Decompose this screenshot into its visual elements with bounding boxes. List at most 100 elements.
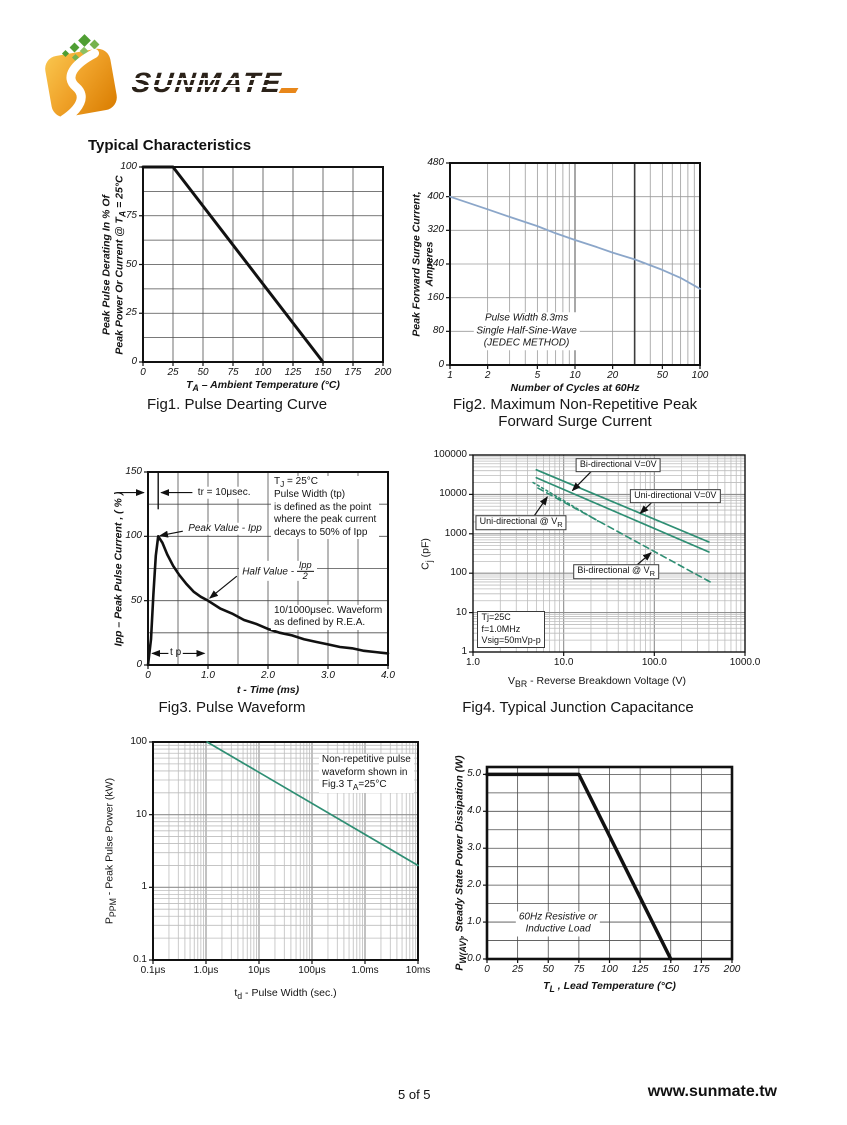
fig3-caption: Fig3. Pulse Waveform [158, 699, 306, 716]
fig3-rea-note: 10/1000μsec. Waveform as defined by R.E.A… [271, 604, 386, 630]
fig2-caption: Fig2. Maximum Non-Repetitive Peak Forward… [452, 396, 698, 430]
fig3-x-tick-label: 3.0 [321, 670, 335, 681]
fig3-x-tick-label: 0 [145, 670, 151, 681]
fig4-conditions-note: Tj=25C f=1.0MHz Vsig=50mVp-p [477, 610, 545, 649]
fig3-y-tick-label: 0 [136, 658, 142, 670]
fig6-chart [483, 765, 734, 963]
fig1-y-tick-label: 75 [125, 209, 137, 221]
fig6-power-dissipation [485, 772, 673, 961]
logo-s-swoosh-icon [59, 48, 100, 120]
fig5-y-axis-title: PPPM - Peak Pulse Power (kW) [103, 777, 118, 925]
fig5-x-tick-label: 0.1μs [140, 965, 166, 976]
brand-logo: SUNMATE [43, 34, 314, 122]
fig4-uni-directional-v0 [535, 476, 710, 553]
wordmark-stripe [130, 85, 308, 87]
fig1-y-tick-label: 0 [131, 355, 137, 367]
fig6-x-tick-label: 175 [693, 964, 710, 975]
fig2-y-tick-label: 160 [427, 291, 444, 303]
fig4-x-tick-label: 1000.0 [729, 657, 761, 668]
fig6-x-tick-label: 75 [573, 964, 585, 975]
fig1-x-tick-label: 25 [167, 367, 179, 378]
fig2-y-tick-label: 400 [427, 190, 444, 202]
fig6-x-tick-label: 125 [631, 964, 649, 975]
fig6-x-axis-title: TL , Lead Temperature (°C) [543, 980, 676, 995]
fig2-x-tick-label: 20 [607, 370, 619, 381]
fig4-y-tick-label: 100 [450, 566, 467, 578]
fig3-tp-label: t p [170, 647, 182, 659]
fig3-y-tick-label: 150 [125, 465, 142, 477]
fig4-y-tick-label: 1000 [444, 527, 467, 539]
fig5-x-tick-label: 100μs [298, 965, 326, 976]
fig6-x-tick-label: 0 [484, 964, 490, 975]
brand-name: SUNMATE [130, 67, 285, 98]
fig4-y-tick-label: 1 [461, 645, 467, 657]
fig1-y-axis-title: Peak Pulse Derating In % Of Peak Power Or… [100, 174, 128, 355]
fig2-x-tick-label: 10 [569, 370, 581, 381]
fig2-x-tick-label: 2 [484, 370, 491, 381]
fig6-y-tick-label: 4.0 [467, 805, 481, 817]
fig3-tj-note: TJ = 25°C Pulse Width (tp) is defined as t… [271, 475, 380, 540]
fig2-y-axis-title: Peak Forward Surge Current, Amperes [410, 191, 435, 337]
fig2-x-tick-label: 50 [656, 370, 668, 381]
fig1-x-tick-label: 125 [284, 367, 302, 378]
fig3-y-tick-label: 100 [125, 530, 142, 542]
fig2-x-tick-label: 5 [534, 370, 541, 381]
website-link: www.sunmate.tw [647, 1083, 777, 1100]
fig6-x-tick-label: 100 [601, 964, 618, 975]
fig4-x-tick-label: 10.0 [553, 657, 574, 668]
fig6-y-tick-label: 5.0 [467, 768, 481, 780]
fig1-x-tick-label: 200 [374, 367, 392, 378]
fig5-x-tick-label: 10ms [405, 965, 431, 976]
fig1-x-tick-label: 100 [254, 367, 272, 378]
fig5-peak-pulse-power [206, 741, 419, 867]
fig1-caption: Fig1. Pulse Dearting Curve [146, 396, 328, 413]
sparkle-icon [78, 34, 91, 47]
fig4-bi-directional-v0 [535, 468, 710, 543]
fig5-x-tick-label: 1.0μs [193, 965, 219, 976]
fig6-load-note: 60Hz Resistive or Inductive Load [515, 911, 601, 937]
fig6-x-tick-label: 150 [662, 964, 680, 975]
fig4-y-tick-label: 100000 [433, 448, 467, 460]
fig6-x-tick-label: 50 [542, 964, 554, 975]
page-number: 5 of 5 [398, 1087, 431, 1102]
fig3-x-tick-label: 1.0 [201, 670, 215, 681]
fig4-bi-vr-label: Bi-directional @ VR [573, 563, 660, 580]
fig5-x-axis-title: td - Pulse Width (sec.) [234, 987, 337, 1002]
fig2-pulse-width-note: Pulse Width 8.3ms Single Half-Sine-Wave (J… [473, 312, 580, 351]
fig4-uni-directional-vr [532, 481, 599, 522]
fig1-x-tick-label: 150 [314, 367, 332, 378]
fig5-y-tick-label: 0.1 [133, 953, 147, 965]
fig1-chart [139, 165, 384, 366]
fig6-y-axis-title: PW(AV), Steady State Power Dissipation (… [453, 755, 468, 971]
fig4-uni-v0-label: Uni-directional V=0V [630, 489, 721, 504]
fig2-y-tick-label: 320 [427, 224, 444, 236]
fig6-y-tick-label: 3.0 [467, 841, 481, 853]
fig2-x-tick-label: 100 [691, 370, 709, 381]
fig1-x-axis-title: TA – Ambient Temperature (°C) [186, 379, 340, 394]
fig5-non-repetitive-note: Non-repetitive pulse waveform shown in Fig… [318, 754, 414, 793]
fig2-x-tick-label: 1 [447, 370, 453, 381]
fig1-x-tick-label: 175 [344, 367, 362, 378]
fig4-x-tick-label: 1.0 [466, 657, 480, 668]
fig2-chart [446, 162, 701, 369]
fig1-x-tick-label: 50 [197, 367, 209, 378]
fig1-derating-line [141, 165, 325, 364]
fig6-y-tick-label: 1.0 [467, 915, 481, 927]
fig3-y-axis-title: Ipp – Peak Pulse Current , ( % ) [112, 491, 125, 646]
fig3-y-tick-label: 50 [130, 594, 142, 606]
fig2-surge-current [449, 195, 701, 290]
fig2-y-tick-label: 240 [427, 257, 444, 269]
fig3-pulse-waveform [146, 535, 390, 667]
fig4-y-axis-title: Cj (pF) [419, 537, 434, 570]
fig3-x-tick-label: 4.0 [381, 670, 395, 681]
fig1-y-tick-label: 50 [125, 258, 137, 270]
fig4-caption: Fig4. Typical Junction Capacitance [462, 699, 694, 716]
fig2-x-axis-title: Number of Cycles at 60Hz [510, 382, 640, 394]
fig6-y-tick-label: 0.0 [467, 952, 481, 964]
wordmark-accent [278, 88, 299, 93]
fig3-x-tick-label: 2.0 [261, 670, 275, 681]
fig4-x-axis-title: VBR - Reverse Breakdown Voltage (V) [508, 675, 686, 690]
page-title: Typical Characteristics [88, 137, 252, 154]
fig5-y-tick-label: 100 [130, 735, 147, 747]
